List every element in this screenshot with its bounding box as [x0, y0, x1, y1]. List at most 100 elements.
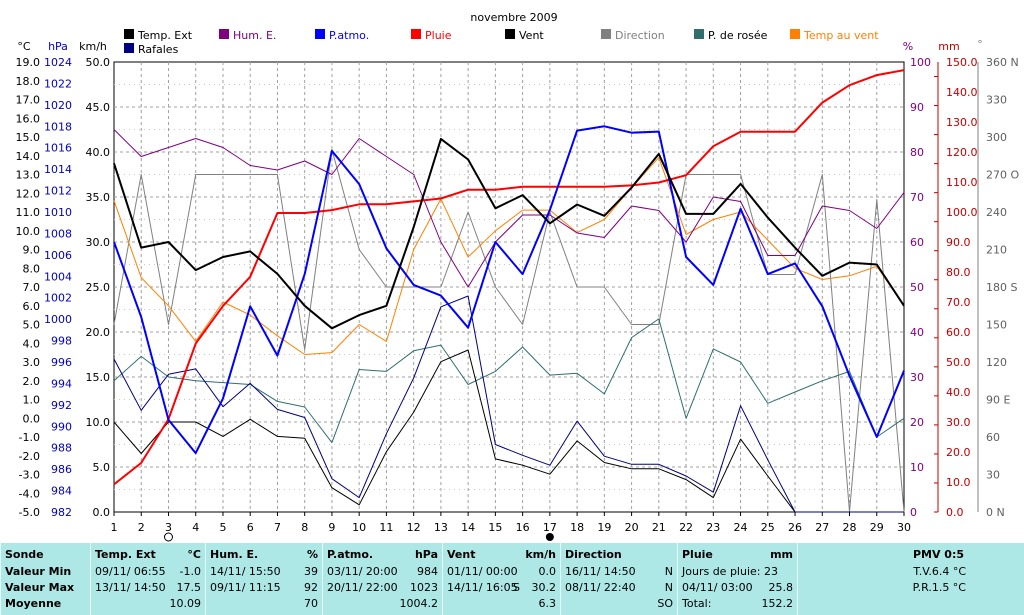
stats-rain: Pluie mm Jours de pluie: 23 04/11/ 03:00 2… — [677, 543, 797, 615]
celsius-tick-label: -3.0 — [19, 469, 40, 482]
mm-tick-label: 40.0 — [946, 386, 971, 399]
degrees-tick-label: 0 N — [986, 506, 1005, 519]
stats-pressure: P.atmo. hPa 03/11/ 20:00 984 20/11/ 22:00 1… — [322, 543, 442, 615]
celsius-tick-label: 2.0 — [23, 375, 41, 388]
mm-tick-label: 50.0 — [946, 356, 971, 369]
hpa-tick-label: 1022 — [44, 77, 72, 90]
legend-swatch — [315, 29, 325, 39]
kmh-tick-label: 25.0 — [86, 281, 111, 294]
kmh-tick-label: 0.0 — [93, 506, 111, 519]
celsius-tick-label: -2.0 — [19, 450, 40, 463]
temp-min-value: -1.0 — [179, 565, 201, 578]
press-min-value: 984 — [417, 565, 438, 578]
x-tick-label: 21 — [652, 521, 666, 534]
rain-unit: mm — [770, 548, 793, 561]
hpa-tick-label: 1014 — [44, 163, 72, 176]
degrees-tick-label: 60 — [986, 431, 1000, 444]
stats-humidity: Hum. E.% 14/11/ 15:50 39 09/11/ 11:15 92 7… — [205, 543, 322, 615]
rain-days: Jours de pluie: 23 — [682, 565, 778, 578]
mm-unit: mm — [938, 40, 959, 53]
degrees-tick-label: 180 S — [986, 281, 1017, 294]
temp-unit: °C — [187, 548, 201, 561]
kmh-tick-label: 5.0 — [93, 461, 111, 474]
x-tick-label: 25 — [761, 521, 775, 534]
hpa-tick-label: 1020 — [44, 99, 72, 112]
rain-total-label: Total: — [682, 597, 712, 610]
x-tick-label: 17 — [543, 521, 557, 534]
percent-tick-label: 30 — [910, 371, 924, 384]
percent-tick-label: 70 — [910, 191, 924, 204]
x-tick-label: 5 — [219, 521, 226, 534]
legend-label: Hum. E. — [233, 29, 276, 42]
percent-tick-label: 90 — [910, 101, 924, 114]
hpa-tick-label: 984 — [51, 485, 72, 498]
x-tick-label: 19 — [597, 521, 611, 534]
dir-max-value: N — [664, 581, 673, 594]
press-title: P.atmo. — [327, 548, 374, 561]
percent-tick-label: 0 — [910, 506, 917, 519]
celsius-tick-label: 12.0 — [16, 187, 41, 200]
celsius-unit: °C — [17, 40, 31, 53]
rain-title: Pluie — [682, 548, 713, 561]
celsius-tick-label: 14.0 — [16, 150, 41, 163]
hpa-tick-label: 1016 — [44, 142, 72, 155]
wind-title: Vent — [447, 548, 476, 561]
percent-tick-label: 100 — [910, 56, 931, 69]
kmh-tick-label: 40.0 — [86, 146, 111, 159]
percent-tick-label: 10 — [910, 461, 924, 474]
celsius-tick-label: 4.0 — [23, 337, 41, 350]
celsius-tick-label: -1.0 — [19, 431, 40, 444]
series-line-rafales — [113, 295, 904, 513]
degrees-tick-label: 330 — [986, 94, 1007, 107]
stats-pmv: PMV 0:5 T.V.6.4 °C P.R.1.5 °C — [797, 543, 1024, 615]
rain-max-value: 25.8 — [768, 581, 794, 594]
monthly-weather-chart: 19.018.017.016.015.014.013.012.011.010.0… — [16, 11, 1019, 542]
x-tick-label: 27 — [815, 521, 829, 534]
x-tick-label: 29 — [870, 521, 884, 534]
legend-swatch — [219, 29, 229, 39]
mm-tick-label: 100.0 — [946, 206, 978, 219]
hum-average: 70 — [304, 597, 318, 610]
x-tick-label: 30 — [897, 521, 911, 534]
degrees-tick-label: 360 N — [986, 56, 1019, 69]
legend-label: Vent — [519, 29, 544, 42]
x-tick-label: 4 — [192, 521, 199, 534]
kmh-tick-label: 30.0 — [86, 236, 111, 249]
hpa-tick-label: 1004 — [44, 270, 72, 283]
x-tick-label: 11 — [379, 521, 393, 534]
celsius-tick-label: -5.0 — [19, 506, 40, 519]
kmh-tick-label: 50.0 — [86, 56, 111, 69]
stats-labels: Sonde Valeur Min Valeur Max Moyenne — [0, 543, 90, 615]
stats-temp: Temp. Ext °C 09/11/ 06:55 -1.0 13/11/ 14:5… — [90, 543, 205, 615]
moon-new-icon — [545, 533, 554, 541]
hum-min-value: 39 — [304, 565, 318, 578]
stats-direction: Direction 16/11/ 14:50 N 08/11/ 22:40 N SO — [560, 543, 677, 615]
legend-swatch — [124, 29, 134, 39]
x-tick-label: 12 — [407, 521, 421, 534]
percent-tick-label: 40 — [910, 326, 924, 339]
legend-label: Temp au vent — [803, 29, 879, 42]
legend-swatch — [790, 29, 800, 39]
celsius-tick-label: 10.0 — [16, 225, 41, 238]
moon-quarter-icon — [163, 532, 173, 542]
dir-title: Direction — [565, 548, 622, 561]
mm-tick-label: 10.0 — [946, 476, 971, 489]
celsius-tick-label: 0.0 — [23, 412, 41, 425]
max-label: Valeur Max — [5, 581, 75, 594]
mm-tick-label: 150.0 — [946, 56, 978, 69]
hpa-tick-label: 1002 — [44, 292, 72, 305]
hpa-tick-label: 990 — [51, 420, 72, 433]
hpa-tick-label: 998 — [51, 335, 72, 348]
pmv-tv: T.V.6.4 °C — [913, 565, 966, 578]
celsius-tick-label: 3.0 — [23, 356, 41, 369]
legend-label: P. de rosée — [708, 29, 768, 42]
degrees-tick-label: 30 — [986, 469, 1000, 482]
hpa-tick-label: 992 — [51, 399, 72, 412]
temp-min-time: 09/11/ 06:55 — [95, 565, 166, 578]
hpa-tick-label: 982 — [51, 506, 72, 519]
series-line-vent — [113, 349, 904, 513]
celsius-tick-label: 15.0 — [16, 131, 41, 144]
celsius-tick-label: 7.0 — [23, 281, 41, 294]
legend-label: Temp. Ext — [137, 29, 193, 42]
series-line-p-de-ros-e — [113, 318, 905, 444]
